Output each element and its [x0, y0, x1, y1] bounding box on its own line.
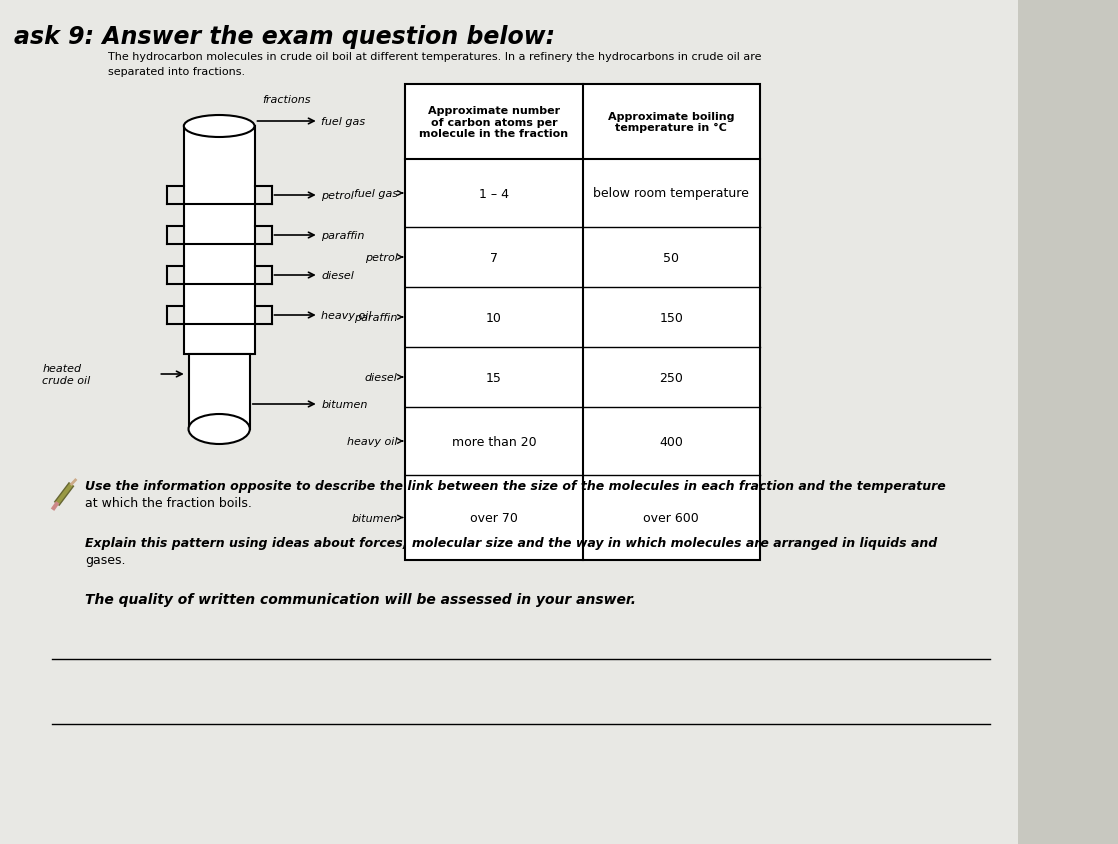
Text: petrol: petrol	[322, 191, 354, 201]
Text: over 70: over 70	[470, 511, 518, 524]
Text: fuel gas: fuel gas	[322, 116, 366, 127]
Text: fuel gas: fuel gas	[353, 189, 398, 199]
Text: bitumen: bitumen	[351, 513, 398, 523]
Text: Use the information opposite to describe the link between the size of the molecu: Use the information opposite to describe…	[85, 479, 946, 492]
Text: The hydrocarbon molecules in crude oil boil at different temperatures. In a refi: The hydrocarbon molecules in crude oil b…	[108, 52, 761, 62]
Ellipse shape	[183, 116, 255, 138]
Text: heated
crude oil: heated crude oil	[42, 364, 91, 386]
Bar	[183, 127, 255, 354]
Text: at which the fraction boils.: at which the fraction boils.	[85, 496, 252, 510]
Text: 10: 10	[486, 311, 502, 324]
Text: below room temperature: below room temperature	[594, 187, 749, 200]
Text: 1 – 4: 1 – 4	[479, 187, 509, 200]
Text: ask 9: Answer the exam question below:: ask 9: Answer the exam question below:	[15, 25, 556, 49]
Text: more than 20: more than 20	[452, 435, 537, 448]
Text: 400: 400	[660, 435, 683, 448]
Text: paraffin: paraffin	[322, 230, 364, 241]
Polygon shape	[0, 0, 1018, 844]
Text: 250: 250	[660, 371, 683, 384]
Text: Explain this pattern using ideas about forces, molecular size and the way in whi: Explain this pattern using ideas about f…	[85, 537, 937, 549]
Text: bitumen: bitumen	[322, 399, 368, 409]
Text: 50: 50	[663, 252, 680, 264]
Text: 7: 7	[490, 252, 498, 264]
Text: separated into fractions.: separated into fractions.	[108, 67, 246, 77]
Text: heavy oil: heavy oil	[322, 311, 372, 321]
Bar	[406, 85, 760, 560]
Text: 15: 15	[486, 371, 502, 384]
Text: 150: 150	[660, 311, 683, 324]
Ellipse shape	[189, 414, 249, 445]
Text: Approximate number
of carbon atoms per
molecule in the fraction: Approximate number of carbon atoms per m…	[419, 106, 569, 139]
Text: paraffin: paraffin	[354, 312, 398, 322]
Text: petrol: petrol	[364, 252, 398, 262]
Text: gases.: gases.	[85, 554, 125, 566]
Text: diesel: diesel	[322, 271, 354, 281]
Text: The quality of written communication will be assessed in your answer.: The quality of written communication wil…	[85, 592, 636, 606]
Text: Approximate boiling
temperature in °C: Approximate boiling temperature in °C	[608, 111, 735, 133]
Text: over 600: over 600	[643, 511, 699, 524]
Text: fractions: fractions	[262, 95, 311, 105]
Bar	[189, 354, 249, 430]
Text: heavy oil: heavy oil	[348, 436, 398, 446]
Text: diesel: diesel	[364, 372, 398, 382]
